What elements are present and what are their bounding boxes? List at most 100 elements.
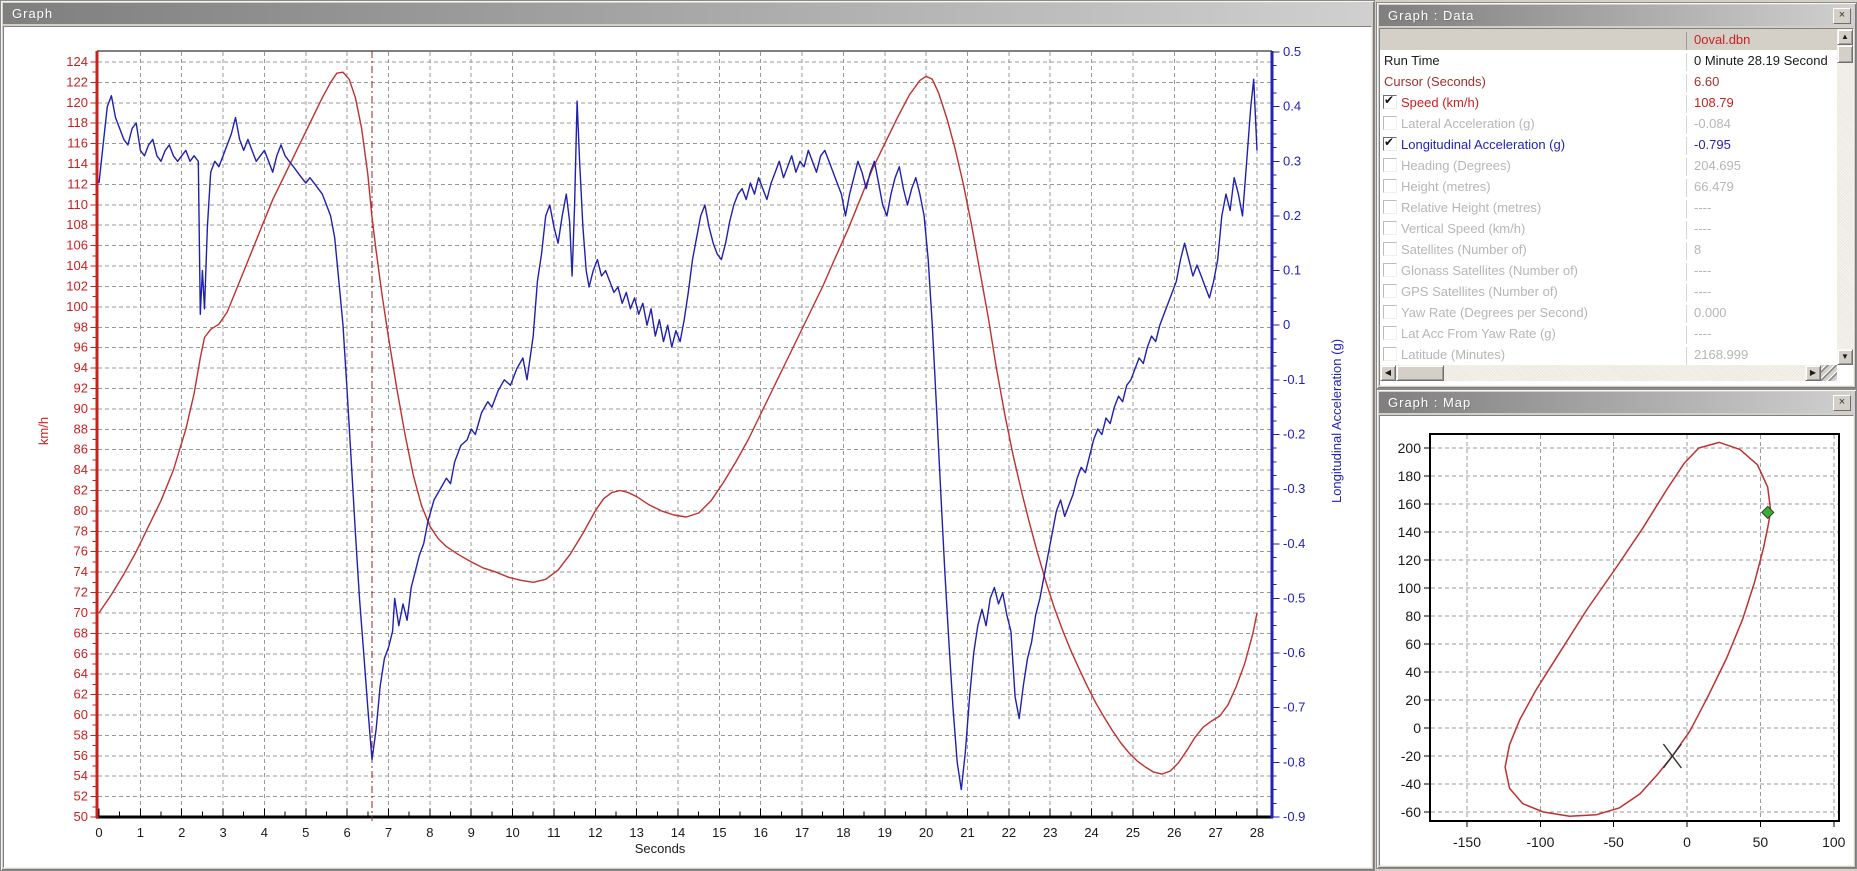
checkbox-checked[interactable]: ✔ xyxy=(1383,135,1397,151)
checkbox-unchecked[interactable] xyxy=(1383,179,1397,193)
check-icon: ✔ xyxy=(1384,93,1395,107)
car-position-marker[interactable] xyxy=(1761,505,1775,520)
svg-text:96: 96 xyxy=(74,340,88,355)
svg-text:110: 110 xyxy=(67,197,88,212)
horizontal-scrollbar-thumb[interactable] xyxy=(1396,365,1444,381)
table-row[interactable]: Glonass Satellites (Number of) ---- xyxy=(1380,260,1837,282)
svg-text:3: 3 xyxy=(219,825,226,840)
channel-value: 66.479 xyxy=(1686,179,1837,198)
graph-chart-client: 50 52 54 56 58 60 62 64 66 68 70 72 74 76 78 80 82 84 86 88… xyxy=(3,26,1372,868)
svg-text:100: 100 xyxy=(66,299,88,314)
checkbox-unchecked[interactable] xyxy=(1383,305,1397,319)
svg-text:68: 68 xyxy=(74,625,88,640)
table-row[interactable]: ✔ Speed (km/h) 108.79 xyxy=(1380,92,1837,114)
close-icon[interactable]: × xyxy=(1833,395,1851,411)
map-window-titlebar[interactable]: Graph : Map × xyxy=(1379,392,1854,413)
channel-value: ---- xyxy=(1686,200,1837,219)
svg-text:23: 23 xyxy=(1043,825,1057,840)
svg-text:160: 160 xyxy=(1398,496,1422,512)
svg-text:100: 100 xyxy=(1398,580,1422,596)
close-icon[interactable]: × xyxy=(1833,8,1851,24)
table-row[interactable]: ✔ Longitudinal Acceleration (g) -0.795 xyxy=(1380,134,1837,156)
check-icon: ✔ xyxy=(1384,135,1395,149)
checkbox-unchecked[interactable] xyxy=(1383,116,1397,130)
channel-label: Glonass Satellites (Number of) xyxy=(1401,263,1579,278)
horizontal-scrollbar[interactable] xyxy=(1380,365,1821,381)
svg-text:0: 0 xyxy=(1283,317,1290,332)
checkbox-unchecked[interactable] xyxy=(1383,347,1397,361)
scroll-left-icon[interactable]: ◀ xyxy=(1380,365,1396,381)
svg-text:40: 40 xyxy=(1405,664,1421,680)
svg-text:21: 21 xyxy=(960,825,974,840)
svg-text:86: 86 xyxy=(74,442,88,457)
checkbox-unchecked[interactable] xyxy=(1383,200,1397,214)
svg-text:16: 16 xyxy=(753,825,767,840)
table-row[interactable]: Heading (Degrees) 204.695 xyxy=(1380,155,1837,177)
channel-label: Run Time xyxy=(1384,53,1440,68)
svg-text:60: 60 xyxy=(74,707,88,722)
table-row[interactable]: Relative Height (metres) ---- xyxy=(1380,197,1837,219)
table-row[interactable]: Cursor (Seconds) 6.60 xyxy=(1380,71,1837,93)
resize-grip[interactable] xyxy=(1821,365,1837,381)
svg-text:88: 88 xyxy=(74,421,88,436)
svg-text:17: 17 xyxy=(795,825,809,840)
channel-label: Heading (Degrees) xyxy=(1401,158,1511,173)
checkbox-unchecked[interactable] xyxy=(1383,242,1397,256)
svg-text:-60: -60 xyxy=(1401,804,1421,820)
table-row[interactable]: Satellites (Number of) 8 xyxy=(1380,239,1837,261)
svg-text:-150: -150 xyxy=(1453,834,1481,850)
svg-text:114: 114 xyxy=(67,156,88,171)
channel-label: Speed (km/h) xyxy=(1401,95,1480,110)
svg-text:50: 50 xyxy=(74,809,88,824)
svg-text:54: 54 xyxy=(74,768,88,783)
table-row[interactable]: Vertical Speed (km/h) ---- xyxy=(1380,218,1837,240)
svg-text:78: 78 xyxy=(74,523,88,538)
start-finish-x-marker[interactable] xyxy=(1662,743,1682,769)
data-window-titlebar[interactable]: Graph : Data × xyxy=(1379,5,1854,26)
svg-text:22: 22 xyxy=(1002,825,1016,840)
checkbox-unchecked[interactable] xyxy=(1383,263,1397,277)
svg-text:82: 82 xyxy=(74,483,88,498)
vertical-scrollbar[interactable] xyxy=(1837,29,1853,365)
checkbox-unchecked[interactable] xyxy=(1383,326,1397,340)
channel-label: GPS Satellites (Number of) xyxy=(1401,284,1558,299)
scroll-up-icon[interactable]: ▲ xyxy=(1837,29,1853,45)
svg-text:76: 76 xyxy=(74,544,88,559)
table-row[interactable]: Yaw Rate (Degrees per Second) 0.000 xyxy=(1380,302,1837,324)
svg-text:-100: -100 xyxy=(1526,834,1554,850)
checkbox-unchecked[interactable] xyxy=(1383,284,1397,298)
checkbox-unchecked[interactable] xyxy=(1383,158,1397,172)
svg-text:-0.6: -0.6 xyxy=(1283,645,1305,660)
channel-value: -0.084 xyxy=(1686,116,1837,135)
svg-text:100: 100 xyxy=(1822,834,1846,850)
checkbox-unchecked[interactable] xyxy=(1383,221,1397,235)
svg-text:84: 84 xyxy=(74,462,88,477)
channel-value: 108.79 xyxy=(1686,95,1837,114)
svg-text:140: 140 xyxy=(1398,524,1422,540)
speed-accel-chart[interactable]: 5052545658606264666870727476788082848688… xyxy=(4,27,1369,865)
vertical-scrollbar-thumb[interactable] xyxy=(1837,45,1853,63)
table-row[interactable]: Lateral Acceleration (g) -0.084 xyxy=(1380,113,1837,135)
accel-series-line xyxy=(98,78,1258,791)
channel-label: Relative Height (metres) xyxy=(1401,200,1542,215)
table-row[interactable]: Height (metres) 66.479 xyxy=(1380,176,1837,198)
table-row[interactable]: Lat Acc From Yaw Rate (g) ---- xyxy=(1380,323,1837,345)
scroll-right-icon[interactable]: ▶ xyxy=(1805,365,1821,381)
channel-label: Satellites (Number of) xyxy=(1401,242,1527,257)
svg-text:18: 18 xyxy=(836,825,850,840)
table-row[interactable]: GPS Satellites (Number of) ---- xyxy=(1380,281,1837,303)
svg-text:0.3: 0.3 xyxy=(1283,153,1301,168)
table-row[interactable]: Run Time 0 Minute 28.19 Second xyxy=(1380,50,1837,72)
svg-text:0.1: 0.1 xyxy=(1283,263,1301,278)
table-row[interactable]: Latitude (Minutes) 2168.999 xyxy=(1380,344,1837,366)
svg-text:14: 14 xyxy=(671,825,685,840)
x-axis-title: Seconds xyxy=(635,841,686,856)
svg-text:20: 20 xyxy=(1405,692,1421,708)
graph-window-titlebar[interactable]: Graph xyxy=(3,3,1372,24)
svg-text:-0.4: -0.4 xyxy=(1283,536,1305,551)
track-map-chart[interactable]: -60 -40 -20 0 20 40 60 80 100 120 140 160 180 200 -150… xyxy=(1381,418,1854,866)
channel-value: 8 xyxy=(1686,242,1837,261)
scroll-down-icon[interactable]: ▼ xyxy=(1837,349,1853,365)
svg-text:80: 80 xyxy=(74,503,88,518)
checkbox-checked[interactable]: ✔ xyxy=(1383,93,1397,109)
